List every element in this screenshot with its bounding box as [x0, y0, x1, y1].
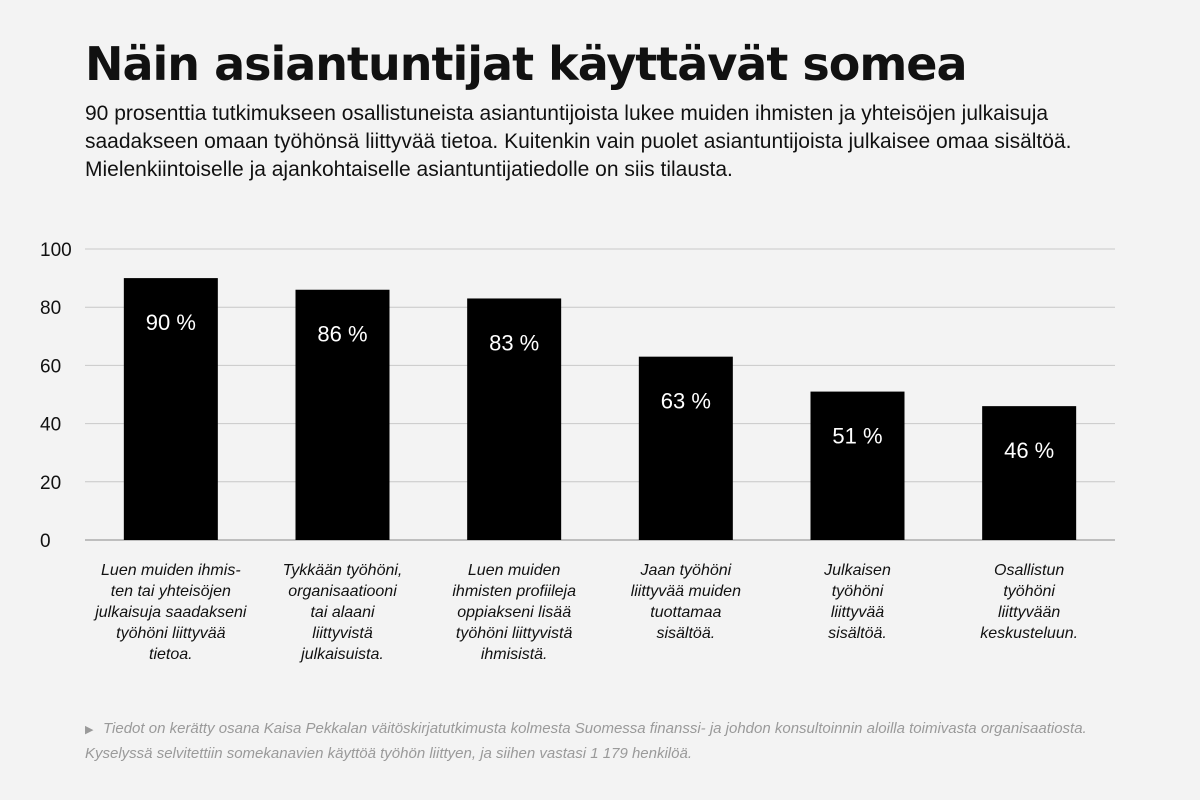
bar-value-label: 86 %: [317, 322, 367, 347]
y-tick-label: 100: [40, 240, 72, 261]
x-category-label-line: Luen muiden: [468, 562, 561, 579]
x-category-label-line: työhöni: [1003, 583, 1055, 600]
bar: [810, 391, 905, 540]
bar: [467, 298, 562, 540]
x-category-label-line: liittyvää muiden: [631, 583, 741, 600]
footnote: ▶ Tiedot on kerätty osana Kaisa Pekkalan …: [85, 717, 1125, 766]
bar: [982, 406, 1077, 540]
x-category-label-line: Julkaisen: [823, 562, 891, 579]
x-category-label-line: ihmisten profiileja: [452, 583, 576, 600]
x-category-label-line: organisaatiooni: [288, 583, 397, 600]
bar: [295, 289, 390, 540]
x-category-label-line: sisältöä.: [828, 625, 887, 642]
x-category-label-line: keskusteluun.: [980, 625, 1078, 642]
x-category-label-line: Jaan työhöni: [639, 562, 731, 579]
x-category-label-line: liittyvään: [998, 604, 1060, 621]
intro-text: 90 prosenttia tutkimukseen osallistuneis…: [85, 102, 1072, 181]
footnote-marker-icon: ▶: [85, 724, 94, 736]
y-tick-label: 80: [40, 298, 61, 319]
x-category-label: Jaan työhöni liittyvää muiden tuottamaa sis…: [631, 562, 741, 642]
x-category-label-line: sisältöä.: [656, 625, 715, 642]
x-category-label: Luen muiden ihmisten profiileja oppiakseni…: [452, 562, 576, 663]
x-category-label-line: oppiakseni lisää: [457, 604, 571, 621]
bar-value-label: 51 %: [832, 424, 882, 449]
x-category-label-line: työhöni: [832, 583, 884, 600]
bar-value-label: 90 %: [146, 310, 196, 335]
x-category-label-line: julkaisuista.: [299, 646, 384, 663]
x-category-label-line: Luen muiden ihmis-: [101, 562, 241, 579]
x-category-label-line: ten tai yhteisöjen: [111, 583, 231, 600]
x-category-label-line: julkaisuja saadakseni: [93, 604, 247, 621]
y-tick-label: 0: [40, 531, 51, 552]
bar-value-label: 63 %: [661, 389, 711, 414]
x-category-label-line: ihmisistä.: [481, 646, 548, 663]
y-tick-label: 20: [40, 473, 61, 494]
x-category-label: Julkaisen työhöni liittyvää sisältöä.: [823, 562, 891, 642]
x-category-label-line: tuottamaa: [650, 604, 721, 621]
x-category-label-line: Tykkään työhöni,: [283, 562, 403, 579]
x-category-label: Osallistun työhöni liittyvään keskusteluun.: [980, 562, 1078, 642]
x-category-label-line: työhöni liittyvistä: [456, 625, 573, 642]
x-category-label: Luen muiden ihmis-ten tai yhteisöjen julk…: [93, 562, 247, 663]
x-category-label: Tykkään työhöni, organisaatiooni tai alaan…: [283, 562, 403, 663]
x-category-label-line: liittyvistä: [312, 625, 373, 642]
y-tick-label: 40: [40, 415, 61, 436]
x-category-label-line: tai alaani: [310, 604, 374, 621]
footnote-text: Tiedot on kerätty osana Kaisa Pekkalan v…: [85, 720, 1087, 762]
y-tick-label: 60: [40, 356, 61, 377]
page-title: Näin asiantuntijat käyttävät somea: [85, 37, 968, 91]
bar-value-label: 83 %: [489, 330, 539, 355]
x-category-label-line: liittyvää: [831, 604, 884, 621]
bar: [123, 278, 218, 540]
x-category-label-line: tietoa.: [149, 646, 193, 663]
x-category-label-line: Osallistun: [994, 562, 1064, 579]
bar-value-label: 46 %: [1004, 438, 1054, 463]
x-category-label-line: työhöni liittyvää: [116, 625, 225, 642]
bar: [638, 356, 733, 540]
